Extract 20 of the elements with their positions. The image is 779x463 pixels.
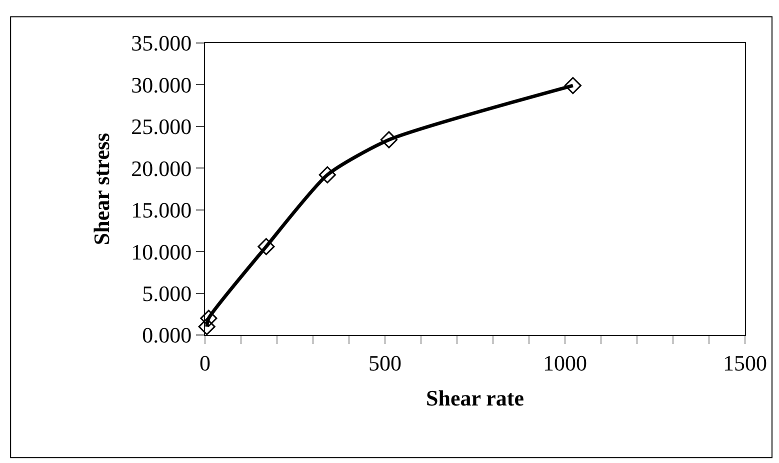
- point: [198, 318, 216, 336]
- y-tick-label: 10.000: [131, 239, 192, 264]
- y-axis-title: Shear stress: [88, 132, 114, 246]
- y-tick-label: 20.000: [131, 156, 192, 181]
- x-tick-label: 500: [368, 350, 402, 376]
- y-tick-label: 25.000: [131, 114, 192, 140]
- x-tick-label: 1500: [723, 350, 767, 376]
- x-tick-label: 0: [200, 350, 210, 376]
- point: [564, 77, 582, 94]
- y-tick-label: 30.000: [131, 72, 192, 98]
- x-tick-label: 1000: [543, 350, 587, 376]
- y-tick-label: 35.000: [131, 30, 192, 56]
- point: [200, 310, 218, 327]
- x-axis-title: Shear rate: [426, 385, 524, 410]
- y-tick-label: 0.000: [142, 322, 192, 348]
- point: [258, 238, 275, 256]
- y-tick-label: 5.000: [142, 280, 192, 306]
- point: [318, 166, 336, 184]
- point: [380, 131, 398, 148]
- y-tick-label: 15.000: [131, 198, 192, 223]
